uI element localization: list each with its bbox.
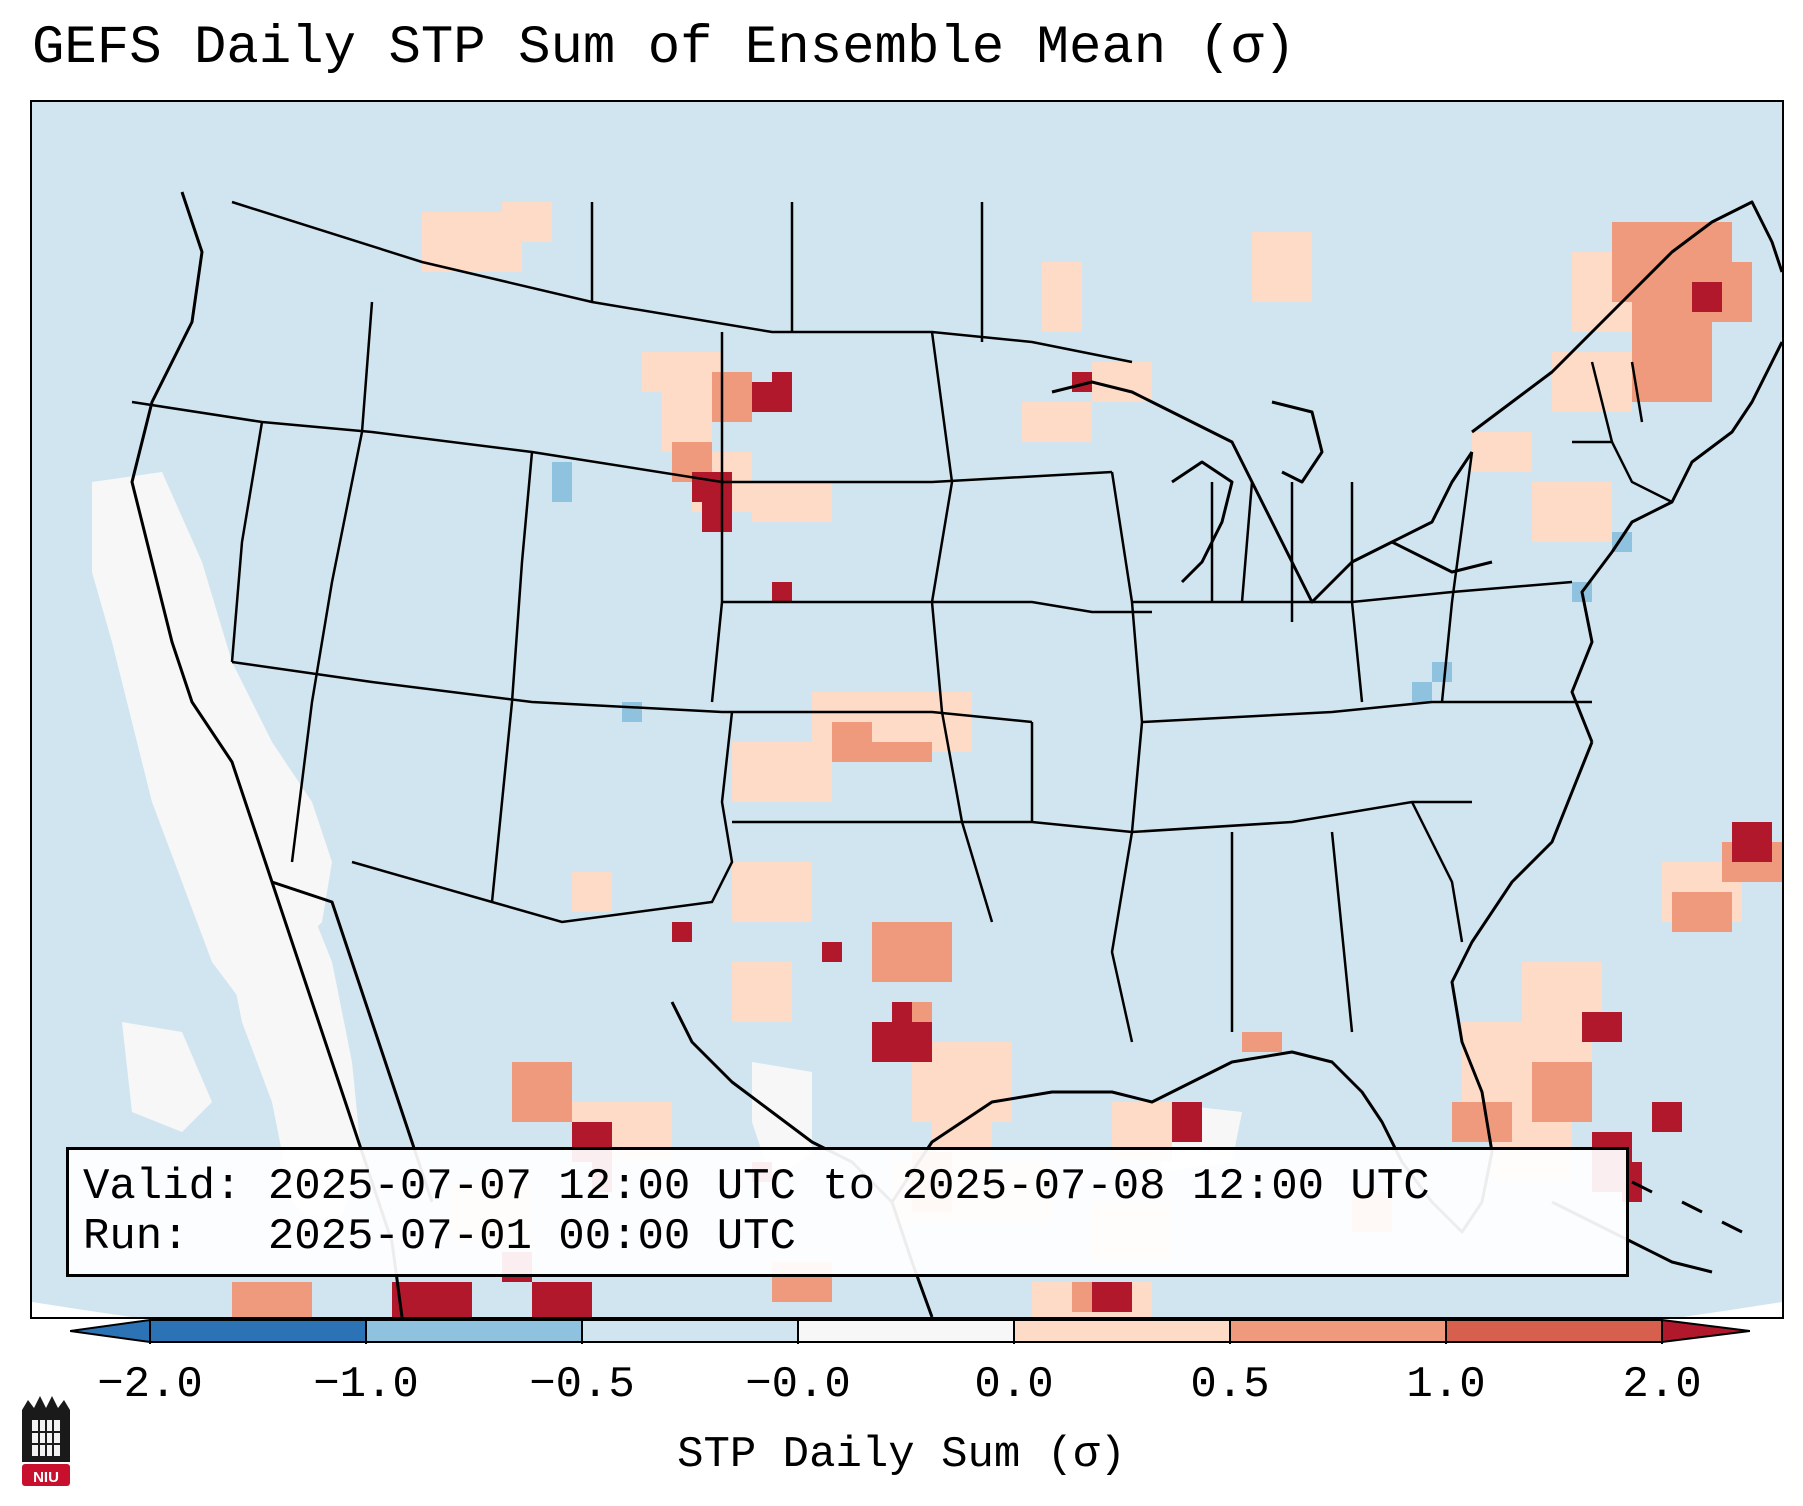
niu-logo-icon [22, 1396, 70, 1486]
colorbar-bin-6 [1230, 1320, 1446, 1342]
niu-logo: NIU [18, 1392, 74, 1488]
valid-line: Valid: 2025-07-07 12:00 UTC to 2025-07-0… [83, 1162, 1430, 1212]
colorbar-bin-7 [1446, 1320, 1662, 1342]
colorbar-tick-4: 0.0 [974, 1360, 1054, 1410]
colorbar-bin-1 [150, 1320, 366, 1342]
run-label: Run: [83, 1212, 189, 1262]
colorbar [70, 1318, 1750, 1344]
chart-title: GEFS Daily STP Sum of Ensemble Mean (σ) [32, 18, 1296, 79]
niu-logo-text: NIU [33, 1469, 59, 1486]
valid-label: Valid: [83, 1162, 242, 1212]
state-borders [131, 200, 1673, 1043]
colorbar-bin-4 [798, 1320, 1014, 1342]
colorbar-tick-1: −1.0 [313, 1360, 419, 1410]
colorbar-extend-low [70, 1318, 151, 1344]
run-line: Run: 2025-07-01 00:00 UTC [83, 1212, 796, 1262]
map-panel [30, 100, 1784, 1319]
colorbar-tick-3: −0.0 [745, 1360, 851, 1410]
colorbar-tick-6: 1.0 [1406, 1360, 1486, 1410]
positive-anomaly-cells [232, 202, 1782, 1317]
colorbar-tick-7: 2.0 [1622, 1360, 1702, 1410]
colorbar-label: STP Daily Sum (σ) [677, 1430, 1126, 1480]
run-value: 2025-07-01 00:00 UTC [267, 1212, 796, 1262]
colorbar-extend-high [1661, 1318, 1750, 1344]
colorbar-tick-5: 0.5 [1190, 1360, 1270, 1410]
colorbar-tick-0: −2.0 [97, 1360, 203, 1410]
valid-value: 2025-07-07 12:00 UTC to 2025-07-08 12:00… [267, 1162, 1430, 1212]
info-box: Valid: 2025-07-07 12:00 UTC to 2025-07-0… [66, 1147, 1629, 1277]
colorbar-bin-5 [1014, 1320, 1230, 1342]
colorbar-bin-2 [366, 1320, 582, 1342]
colorbar-tick-2: −0.5 [529, 1360, 635, 1410]
map-canvas [32, 102, 1782, 1317]
neutral-patches [92, 472, 1242, 1242]
colorbar-bin-3 [582, 1320, 798, 1342]
